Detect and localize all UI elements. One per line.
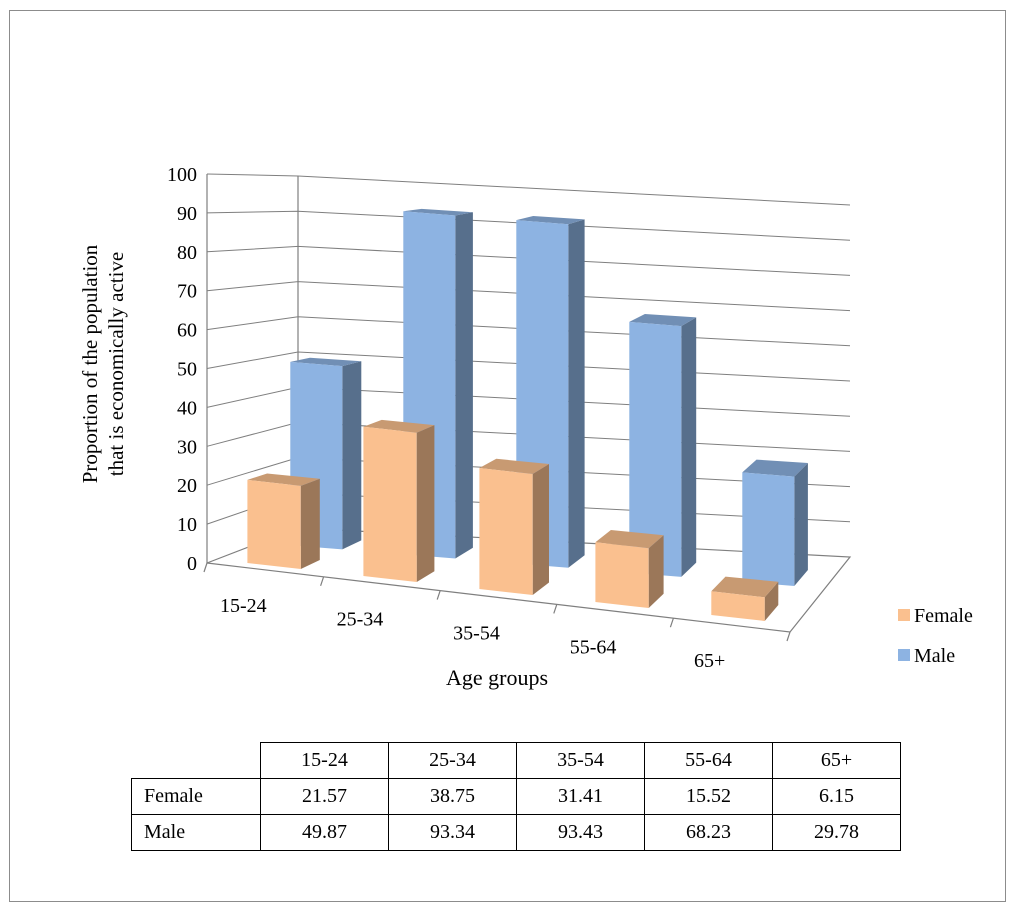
female-bars: [247, 419, 779, 621]
y-tick-label: 10: [177, 514, 197, 536]
x-tick-label: 65+: [694, 650, 725, 672]
y-axis-label-line2: that is economically active: [104, 252, 128, 477]
table-cell: 38.75: [388, 778, 517, 815]
x-tick-label: 25-34: [337, 609, 384, 631]
legend-label-female: Female: [914, 605, 973, 627]
y-tick-label: 30: [177, 436, 197, 458]
table-header-cell: 55-64: [644, 742, 773, 779]
bar-top: [479, 458, 549, 474]
table-cell: 31.41: [516, 778, 645, 815]
bar-side: [568, 219, 585, 568]
bar-front: [479, 468, 533, 595]
y-tick-label: 0: [187, 553, 197, 575]
bar-top: [363, 419, 435, 433]
table-header-cell: 15-24: [260, 742, 389, 779]
bar-top: [595, 530, 664, 549]
table-cell: 93.43: [516, 814, 645, 851]
x-tick-mark: [436, 590, 441, 600]
table-header-row: 15-24 25-34 35-54 55-64 65+: [131, 742, 901, 779]
bar-front: [247, 479, 301, 569]
x-tick-mark: [669, 618, 674, 628]
y-axis-label-line1: Proportion of the population: [78, 244, 102, 483]
legend-swatch-female: [898, 609, 910, 621]
female-bar: [247, 473, 320, 569]
table-row-label: Male: [131, 814, 261, 851]
male-bar: [629, 314, 697, 577]
table-cell: 29.78: [772, 814, 901, 851]
y-tick-label: 40: [177, 397, 197, 419]
x-axis-label: Age groups: [446, 665, 548, 690]
legend-label-male: Male: [914, 645, 955, 667]
bar-side: [532, 464, 549, 595]
gridline: [206, 281, 851, 312]
bar-front: [595, 542, 649, 608]
legend-swatch-male: [898, 649, 910, 661]
table-cell: 49.87: [260, 814, 389, 851]
legend: Female Male: [898, 605, 973, 667]
data-table: 15-24 25-34 35-54 55-64 65+ Female 21.57…: [131, 742, 901, 851]
table-cell: 68.23: [644, 814, 773, 851]
bar-top: [247, 473, 320, 486]
gridline: [206, 210, 851, 241]
y-tick-label: 100: [167, 164, 197, 186]
x-tick-mark: [203, 562, 208, 573]
bar-side: [648, 535, 664, 608]
bar-side: [681, 317, 697, 577]
bar-front: [363, 426, 417, 582]
table-header-cell: 25-34: [388, 742, 517, 779]
x-tick-label: 35-54: [453, 623, 500, 645]
bar-top: [403, 208, 473, 216]
bar-top: [742, 459, 808, 477]
y-tick-label: 50: [177, 359, 197, 381]
bar-front: [711, 591, 765, 621]
female-bar: [711, 576, 779, 621]
female-bar: [479, 458, 549, 595]
bar-side: [342, 361, 362, 550]
table-header-cell: 35-54: [516, 742, 645, 779]
gridline: [206, 173, 851, 206]
table-cell: 15.52: [644, 778, 773, 815]
y-tick-label: 80: [177, 242, 197, 264]
x-tick-mark: [786, 631, 791, 642]
table-row-label: Female: [131, 778, 261, 815]
x-tick-mark: [553, 604, 558, 614]
bar-top: [516, 216, 585, 225]
y-tick-label: 90: [177, 203, 197, 225]
male-bar: [742, 459, 808, 586]
y-axis-ticks: 0 10 20 30 40 50 60 70 80 90 100: [167, 164, 197, 575]
gridline: [206, 245, 851, 276]
bar-top: [629, 314, 697, 327]
table-cell: 6.15: [772, 778, 901, 815]
x-tick-mark: [320, 576, 325, 586]
y-tick-label: 60: [177, 320, 197, 342]
x-axis-ticks: 15-24 25-34 35-54 55-64 65+: [203, 562, 791, 672]
y-tick-label: 20: [177, 475, 197, 497]
table-header-blank: [131, 742, 261, 779]
table-header-cell: 65+: [772, 742, 901, 779]
economic-activity-chart: 0 10 20 30 40 50 60 70 80 90 100 15-24 25-34 35-54 55…: [78, 164, 973, 690]
bar-top: [290, 357, 362, 367]
bar-front: [629, 321, 682, 577]
bar-side: [300, 478, 320, 569]
female-bar: [363, 419, 435, 582]
bar-side: [794, 463, 808, 586]
bar-front: [742, 472, 795, 586]
bar-side: [764, 581, 779, 621]
chart-frame: [9, 10, 1006, 902]
female-bar: [595, 530, 664, 608]
bar-top: [711, 576, 779, 598]
table-cell: 93.34: [388, 814, 517, 851]
table-cell: 21.57: [260, 778, 389, 815]
bar-side: [416, 425, 435, 582]
x-tick-label: 15-24: [220, 595, 267, 617]
y-tick-label: 70: [177, 281, 197, 303]
table-row-male: Male 49.87 93.34 93.43 68.23 29.78: [131, 814, 901, 851]
table-row-female: Female 21.57 38.75 31.41 15.52 6.15: [131, 778, 901, 815]
bar-side: [455, 212, 473, 559]
x-tick-label: 55-64: [570, 636, 617, 658]
